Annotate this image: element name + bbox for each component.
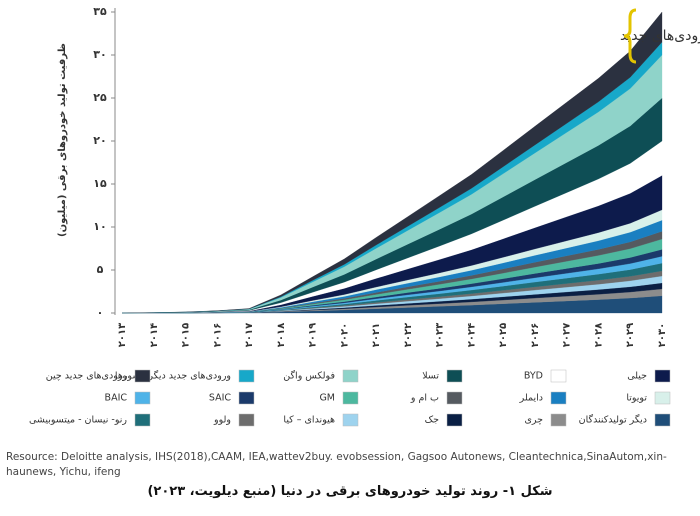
x-tick-label: ۲۰۱۷ (244, 323, 255, 347)
legend-label: جک (425, 415, 440, 426)
legend-label: جیلی (627, 371, 647, 382)
legend-swatch (134, 369, 151, 383)
legend-swatch (550, 413, 567, 427)
x-tick-label: ۲۰۲۶ (530, 323, 541, 347)
area (121, 11, 663, 314)
legend-label: رنو- نیسان - میتسوبیشی (29, 415, 127, 426)
legend-swatch (238, 391, 255, 405)
legend-label: BAIC (105, 393, 128, 404)
legend-label: SAIC (209, 393, 232, 404)
y-tick-label: ۲۰ (93, 134, 106, 147)
x-tick-label: ۲۰۲۳ (435, 323, 446, 347)
caption: شکل ۱- روند تولید خودروهای برقی در دنیا … (147, 484, 553, 499)
legend-swatch (654, 369, 671, 383)
x-tick-label: ۲۰۲۹ (625, 323, 636, 347)
legend-swatch (550, 369, 567, 383)
legend-swatch (654, 391, 671, 405)
y-tick-label: ۵ (97, 263, 104, 276)
x-tick-label: ۲۰۲۴ (466, 323, 477, 347)
legend-label: GM (319, 393, 335, 404)
x-tick-label: ۲۰۲۷ (562, 323, 573, 347)
y-tick-label: ۳۰ (93, 48, 106, 61)
legend-swatch (238, 369, 255, 383)
legend-swatch (446, 369, 463, 383)
x-tick-label: ۲۰۱۶ (212, 323, 223, 347)
areas (121, 11, 663, 314)
y-tick-label: ۲۵ (93, 91, 107, 104)
legend-swatch (134, 413, 151, 427)
x-tick-label: ۲۰۱۴ (149, 323, 160, 347)
legend-label: چری (524, 415, 543, 426)
legend-swatch (134, 391, 151, 405)
legend-label: ولوو (213, 415, 231, 426)
x-tick-label: ۲۰۱۹ (308, 323, 319, 347)
x-tick-label: ۲۰۳۰ (657, 323, 668, 347)
x-tick-label: ۲۰۲۵ (498, 323, 509, 347)
x-tick-label: ۲۰۱۳ (117, 323, 128, 347)
x-tick-label: ۲۰۲۱ (371, 323, 382, 347)
legend-label: دایملر (519, 393, 543, 404)
legend-swatch (446, 391, 463, 405)
legend-swatch (342, 391, 359, 405)
x-tick-label: ۲۰۱۵ (181, 323, 192, 347)
y-tick-label: ۱۰ (93, 220, 106, 233)
legend-label: دیگر تولیدکنندگان (579, 414, 647, 426)
legend-label: BYD (524, 371, 543, 382)
legend-swatch (238, 413, 255, 427)
legend-swatch (446, 413, 463, 427)
legend-label: فولکس واگن (283, 370, 335, 382)
legend-swatch (550, 391, 567, 405)
source: Resource: Deloitte analysis, IHS(2018),C… (6, 451, 667, 478)
y-tick-label: ۰ (97, 306, 104, 319)
brace (623, 8, 637, 64)
annotation: ورودی‌های جدید (620, 28, 700, 44)
legend-swatch (342, 369, 359, 383)
legend-label: هیوندای – کیا (283, 415, 335, 426)
chart: ظرفیت تولید خودروهای برقی (میلیون) ورودی… (29, 5, 700, 427)
legend-label: تسلا (422, 371, 439, 382)
x-tick-label: ۲۰۲۰ (339, 323, 350, 347)
legend-label: ب ام و (410, 393, 439, 404)
legend-label: ورودی‌های جدید چین (46, 371, 127, 382)
y-tick-label: ۳۵ (93, 5, 107, 18)
legend-swatch (654, 413, 671, 427)
legend-label: تویوتا (626, 393, 647, 404)
y-tick-label: ۱۵ (93, 177, 107, 190)
y-axis-label: ظرفیت تولید خودروهای برقی (میلیون) (57, 43, 68, 237)
legend-swatch (342, 413, 359, 427)
x-tick-label: ۲۰۲۲ (403, 323, 414, 347)
x-tick-label: ۲۰۲۸ (593, 323, 604, 347)
legend-label: ورودی‌های جدید دیگر کشورها (115, 370, 231, 382)
x-tick-label: ۲۰۱۸ (276, 323, 287, 347)
